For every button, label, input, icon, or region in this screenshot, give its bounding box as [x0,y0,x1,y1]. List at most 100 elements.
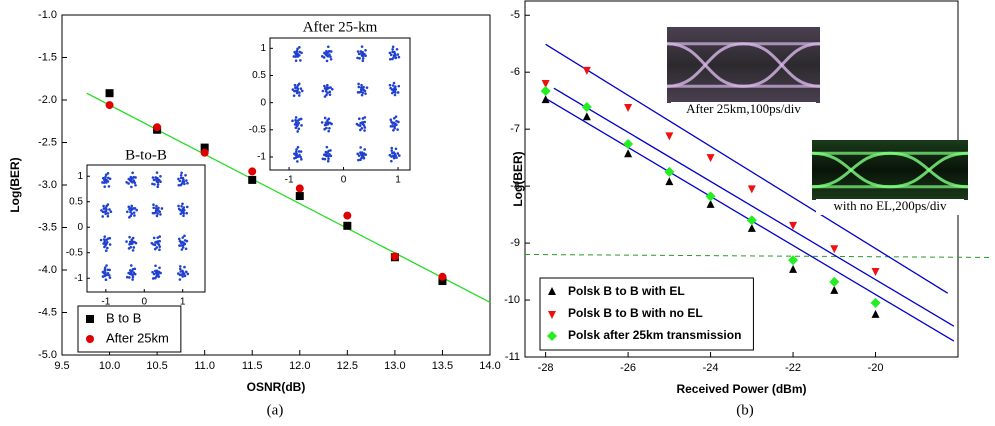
constellation-dot [129,208,133,212]
constellation-dot [159,180,162,184]
constellation-dot [293,50,296,54]
constellation-dot [154,264,157,268]
x-tick-label: 12.5 [337,360,358,372]
constellation-dot [325,121,329,124]
constellation-dot [130,273,133,276]
constellation-dot [127,177,131,181]
constellation-dot [153,211,156,215]
constellation-dot [152,203,155,207]
constellation-dot [390,91,394,95]
constellation-dot [127,247,131,250]
constellation-dot [394,115,398,118]
eye-caption: After 25km,100ps/div [686,101,801,116]
constellation-dot [106,237,110,240]
constellation-cluster [151,171,162,189]
constellation-dot [397,55,401,59]
constellation-dot [155,171,159,174]
constellation-dot [361,52,365,56]
constellation-dot [156,236,160,239]
constellation-dot [360,126,364,130]
constellation-dot [125,210,129,214]
constellation-dot [155,240,158,244]
constellation-dot [391,154,395,158]
constellation-dot [184,173,187,177]
constellation-dot [390,88,394,91]
legend-frame [539,277,754,351]
constellation-dot [108,276,112,279]
y-tick-label: -1.5 [38,51,57,63]
constellation-dot [101,181,104,184]
constellation-dot [363,129,366,132]
x-tick-label: 10.5 [146,360,167,372]
constellation-dot [129,264,133,267]
constellation-cluster [355,116,367,132]
constellation-dot [357,117,361,121]
constellation-dot [103,235,107,238]
constellation-dot [392,117,396,120]
constellation-cluster [388,146,401,163]
marker [870,297,881,308]
constellation-dot [129,180,133,183]
constellation-dot [186,272,190,276]
constellation-dot [358,57,361,60]
constellation-dot [325,93,328,97]
y-tick-label: -10 [504,294,520,306]
constellation-dot [153,183,156,186]
constellation-dot [389,118,393,122]
constellation-cluster [321,145,333,163]
constellation-dot [134,183,137,187]
constellation-dot [102,204,105,208]
constellation-dot [299,87,303,90]
inset-y-tick-label: 1 [77,171,83,182]
constellation-dot [327,117,331,121]
constellation-dot [158,248,161,252]
constellation-dot [329,57,333,61]
marker [86,315,94,323]
marker [200,148,209,157]
constellation-dot [356,56,359,60]
constellation-dot [322,56,326,59]
y-axis-title: Log(BER) [511,151,525,206]
constellation-dot [177,177,180,181]
constellation-dot [131,249,135,252]
constellation-cluster [356,82,369,97]
constellation-dot [132,246,136,249]
constellation-dot [359,146,362,149]
constellation-dot [132,211,136,214]
constellation-dot [300,51,303,55]
constellation-dot [323,84,326,88]
inset-x-tick-label: -1 [285,175,294,186]
constellation-dot [295,91,299,95]
constellation-dot [291,119,294,123]
constellation-dot [132,207,135,210]
constellation-dot [360,93,364,97]
y-tick-label: -7 [510,123,520,135]
y-axis-title: Log(BER) [8,157,22,212]
constellation-dot [101,215,105,218]
constellation-cluster [293,145,303,163]
constellation-dot [393,126,396,130]
constellation-dot [130,240,133,244]
marker [548,287,556,295]
constellation-dot [179,174,183,177]
inset-y-tick-label: 0.5 [252,70,266,81]
constellation-dot [361,117,365,120]
constellation-dot [294,126,298,130]
constellation-cluster [101,172,112,188]
inset-x-tick-label: 1 [180,297,186,308]
constellation-dot [179,212,183,216]
constellation-dot [292,55,296,58]
marker [153,123,162,132]
constellation-dot [300,89,304,93]
constellation-dot [129,214,133,218]
constellation-dot [183,234,186,238]
constellation-cluster [356,146,368,162]
fit-line [545,43,949,294]
constellation-dot [391,84,395,87]
constellation-cluster [151,203,164,218]
constellation-dot [299,155,302,159]
x-tick-label: 13.0 [384,360,405,372]
x-tick-label: -20 [868,362,884,374]
marker [548,311,556,319]
constellation-dot [326,45,330,49]
